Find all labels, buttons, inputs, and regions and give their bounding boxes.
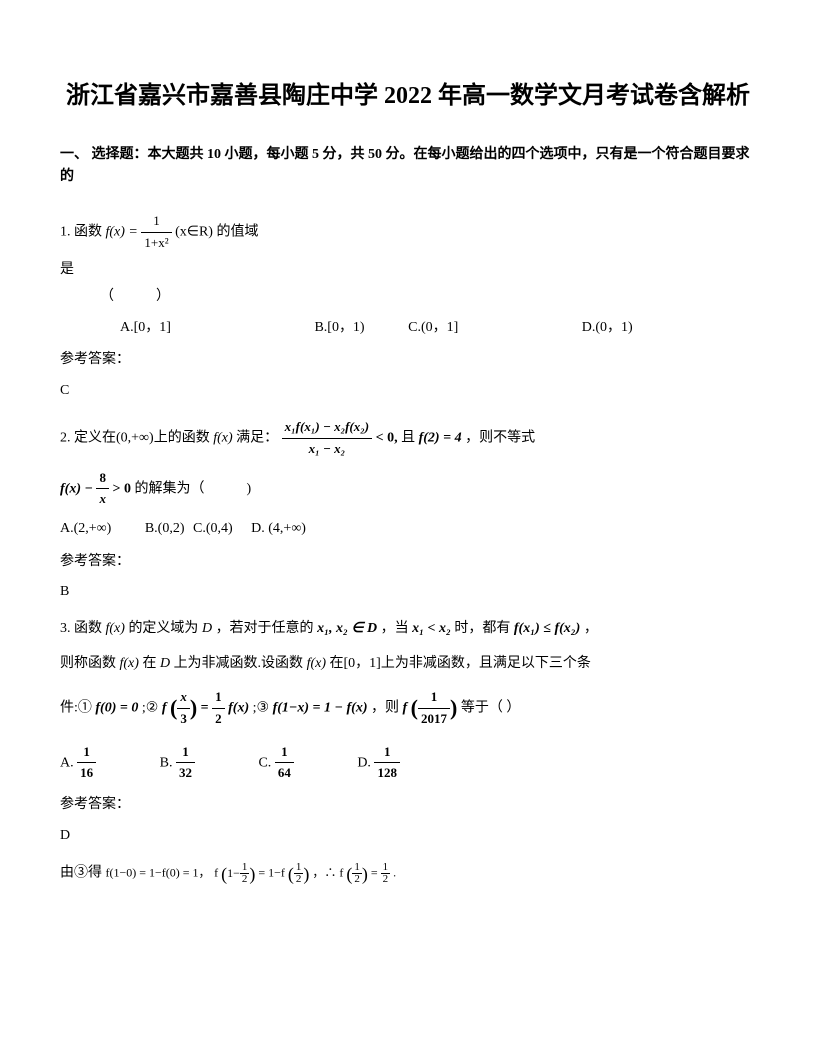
q2-prefix: 2. 定义在(0,+∞)上的函数	[60, 430, 210, 445]
q3-line3b: ;②	[142, 701, 158, 716]
q3-opt-c: C. 164	[258, 742, 293, 785]
q1-opt-a: A.[0，1]	[120, 317, 171, 339]
q2-options: A.(2,+∞) B.(0,2) C.(0,4) D. (4,+∞)	[60, 518, 756, 540]
q3-line2a: 则称函数	[60, 656, 116, 671]
q3-c1: f(0) = 0	[95, 701, 138, 716]
q1-answer: C	[60, 380, 756, 402]
q3-fx: f(x)	[106, 621, 125, 636]
q1-formula: f(x) = 1 1+x² (x∈R)	[106, 211, 213, 254]
q1-opt-b: B.[0，1)	[314, 317, 364, 339]
q3-line2b: 在	[142, 656, 156, 671]
q2-ineq1: x₁f(x₁) − x₂f(x₂) x₁ − x₂ < 0,	[282, 417, 398, 460]
q3-opt-a: A. 116	[60, 742, 96, 785]
q3-t3: ，当	[381, 621, 409, 636]
q3-prefix: 3. 函数	[60, 621, 102, 636]
q3-line3a: 件:①	[60, 701, 92, 716]
q3-D: D	[202, 621, 212, 636]
q1-line2: 是	[60, 259, 756, 281]
q3-c4: f (12017)	[403, 687, 458, 730]
q2-opt-a: A.(2,+∞)	[60, 518, 111, 540]
q3-line3d: ，则	[371, 701, 399, 716]
q2-opt-d: D. (4,+∞)	[251, 518, 306, 540]
q3-opt-d: D. 1128	[357, 742, 400, 785]
q1-answer-label: 参考答案：	[60, 349, 756, 371]
q3-c2: f (x3) = 12 f(x)	[162, 687, 249, 730]
q3-options: A. 116 B. 132 C. 164 D. 1128	[60, 742, 756, 785]
exam-title: 浙江省嘉兴市嘉善县陶庄中学 2022 年高一数学文月考试卷含解析	[60, 80, 756, 114]
q2-answer: B	[60, 581, 756, 603]
q2-ineq2: f(x) − 8 x > 0	[60, 468, 131, 511]
q3-t2: ，若对于任意的	[216, 621, 314, 636]
q3-line3e: 等于（ ）	[461, 701, 521, 716]
q3-answer: D	[60, 825, 756, 847]
q2-suffix2: 的解集为（ )	[134, 481, 251, 496]
q2-mid1: 满足：	[236, 430, 278, 445]
section-header: 一、 选择题：本大题共 10 小题，每小题 5 分，共 50 分。在每小题给出的…	[60, 144, 756, 189]
q3-c3: f(1−x) = 1 − f(x)	[273, 701, 368, 716]
q3-cond2: x₁ < x₂	[412, 621, 451, 636]
q2-f2: f(2) = 4	[419, 430, 462, 445]
q1-suffix: 的值域	[216, 225, 258, 240]
q3-opt-b: B. 132	[160, 742, 195, 785]
q2-opt-c: C.(0,4)	[193, 518, 233, 540]
q1-prefix: 1. 函数	[60, 225, 102, 240]
q3-t1: 的定义域为	[128, 621, 198, 636]
q3-t5: ，	[584, 621, 598, 636]
question-3: 3. 函数 f(x) 的定义域为 D ，若对于任意的 x₁, x₂ ∈ D ，当…	[60, 618, 756, 784]
q3-line3c: ;③	[253, 701, 269, 716]
q1-opt-d: D.(0，1)	[582, 317, 633, 339]
q2-fx: f(x)	[213, 430, 232, 445]
q2-opt-b: B.(0,2)	[145, 518, 185, 540]
q1-options: A.[0，1] B.[0，1) C.(0，1] D.(0，1)	[60, 317, 756, 339]
q3-cond1: x₁, x₂ ∈ D	[317, 621, 377, 636]
question-1: 1. 函数 f(x) = 1 1+x² (x∈R) 的值域 是 （ ） A.[0…	[60, 211, 756, 339]
q2-mid2: 且	[401, 430, 415, 445]
q3-sol-step2: f (1−12) = 1−f (12) ，∴ f (12) = 12 .	[214, 862, 396, 885]
q2-mid3: ，则不等式	[465, 430, 535, 445]
q1-paren: （ ）	[60, 286, 756, 308]
q3-t4: 时，都有	[454, 621, 510, 636]
question-2: 2. 定义在(0,+∞)上的函数 f(x) 满足： x₁f(x₁) − x₂f(…	[60, 417, 756, 541]
q3-cond3: f(x₁) ≤ f(x₂)	[514, 621, 580, 636]
q3-answer-label: 参考答案：	[60, 794, 756, 816]
q3-line2d: 在[0，1]上为非减函数，且满足以下三个条	[330, 656, 591, 671]
q3-line2c: 上为非减函数.设函数	[174, 656, 304, 671]
q1-opt-c: C.(0，1]	[408, 317, 458, 339]
q3-solution: 由③得 f(1−0) = 1−f(0) = 1， f (1−12) = 1−f …	[60, 862, 756, 885]
q2-answer-label: 参考答案：	[60, 551, 756, 573]
